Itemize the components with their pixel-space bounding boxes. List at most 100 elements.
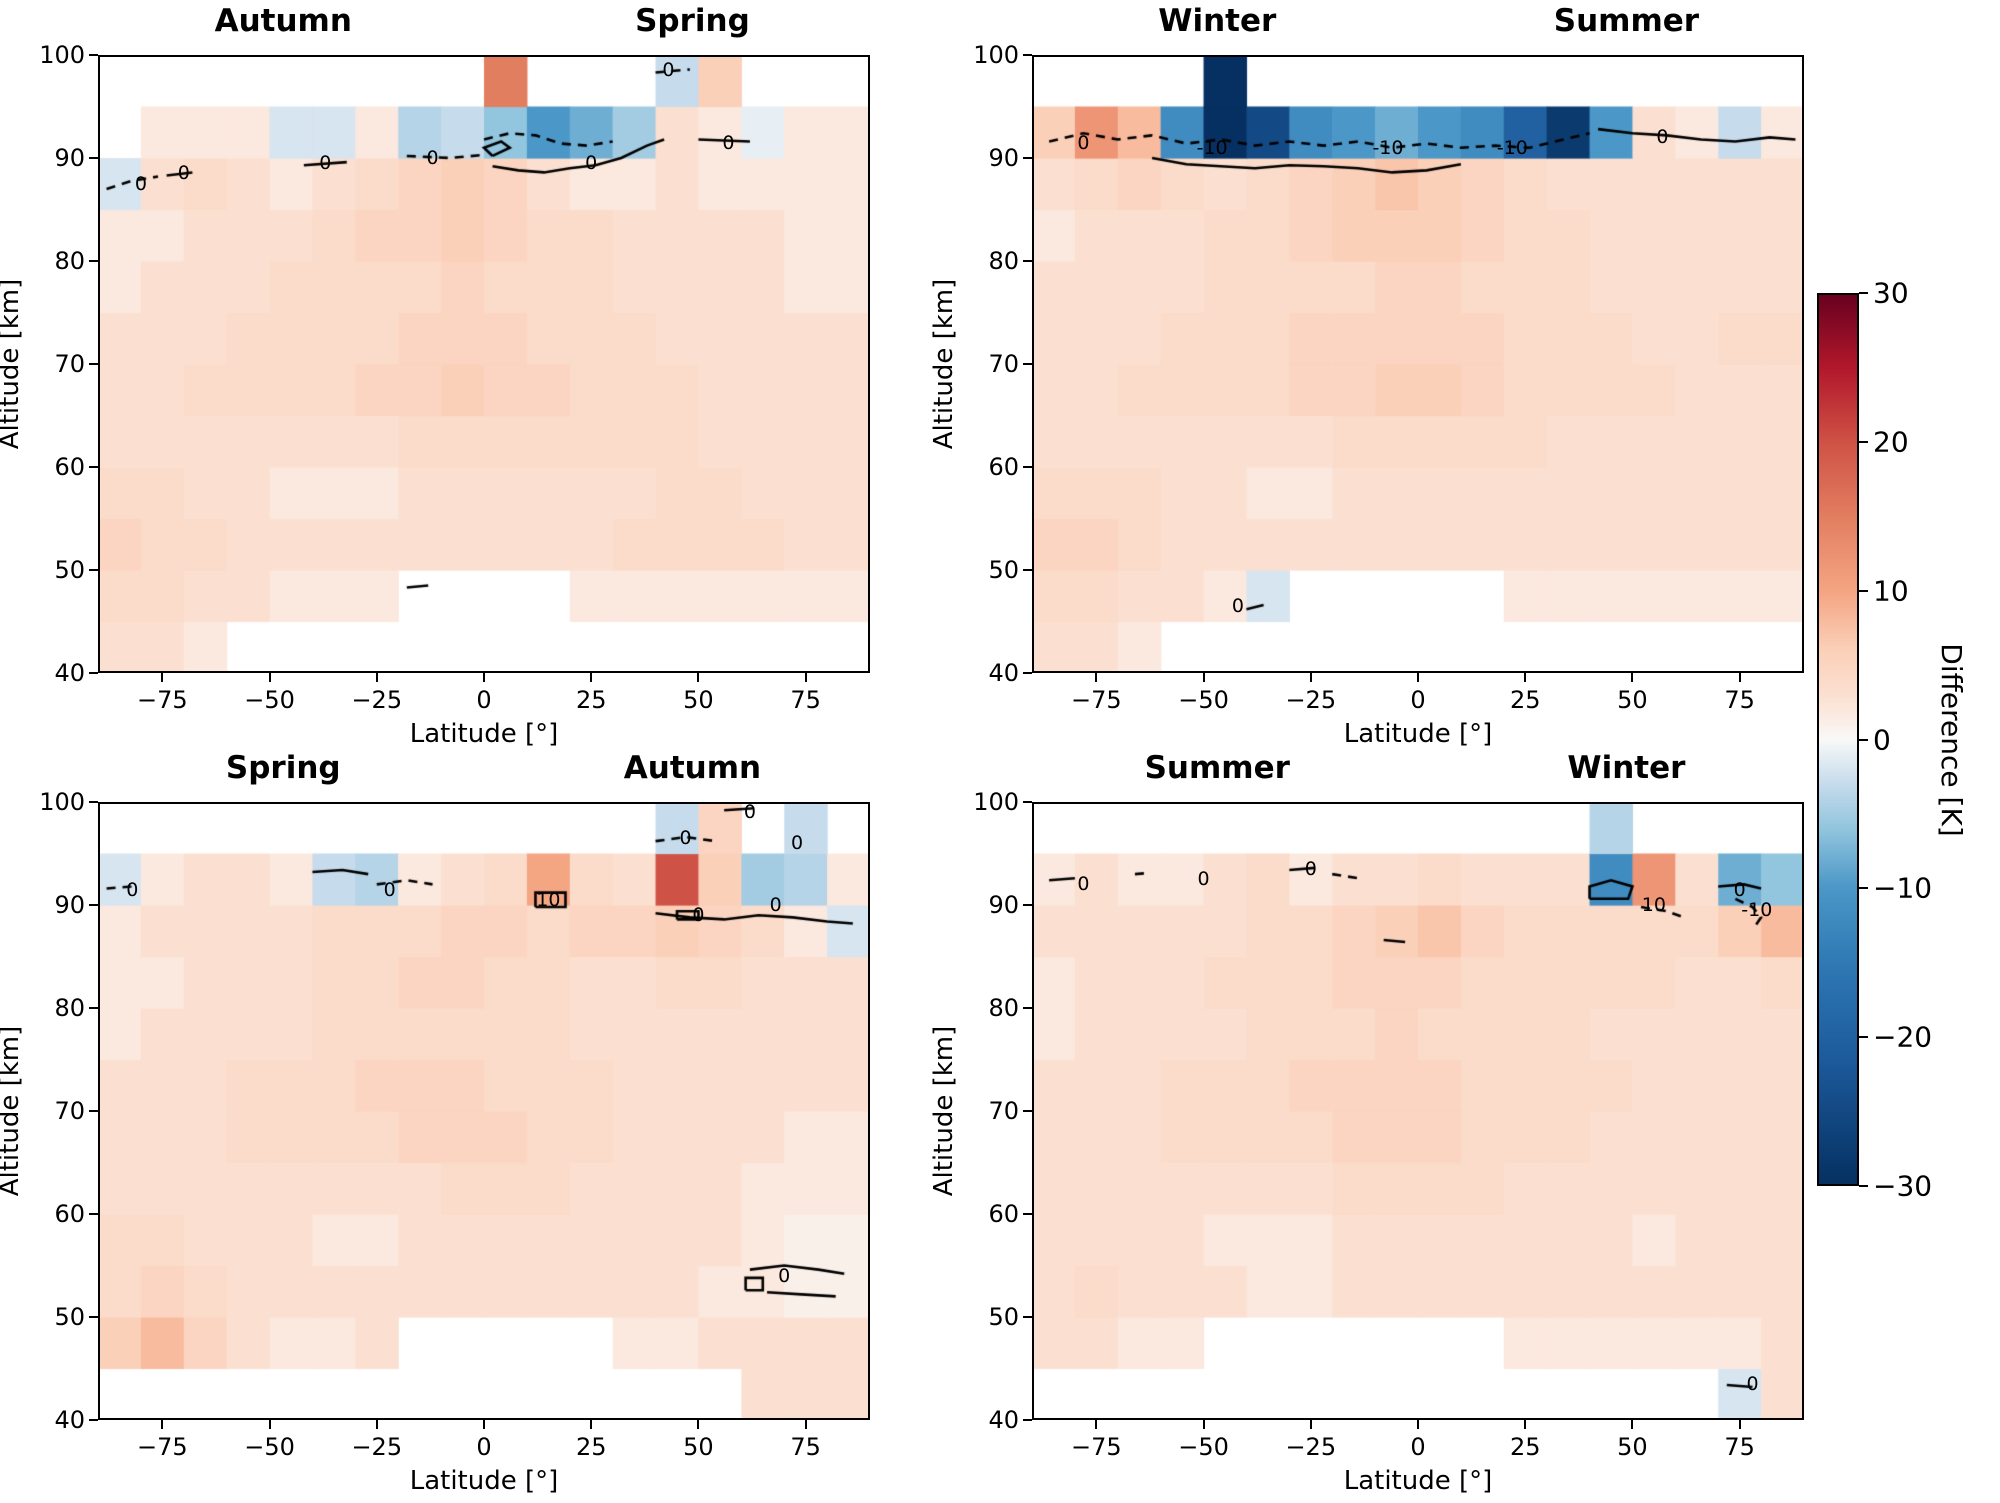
contour-label: -10 bbox=[1496, 136, 1528, 159]
panel-title-right: Winter bbox=[1567, 750, 1686, 786]
panel-title-right: Spring bbox=[635, 3, 750, 39]
x-tick-label: −25 bbox=[351, 1433, 403, 1461]
x-tick-mark bbox=[1524, 673, 1527, 682]
x-axis-label: Latitude [°] bbox=[409, 719, 559, 749]
contour-label: 0 bbox=[319, 152, 332, 175]
colorbar-tick-label: 0 bbox=[1873, 723, 1891, 756]
y-axis-label: Altitude [km] bbox=[0, 1025, 25, 1197]
contour-label: -10 bbox=[1372, 136, 1404, 159]
y-tick-label: 60 bbox=[54, 453, 85, 481]
y-tick-label: 90 bbox=[988, 144, 1019, 172]
y-tick-mark bbox=[89, 466, 98, 468]
x-tick-label: −50 bbox=[1178, 686, 1229, 714]
contour-label: 0 bbox=[1304, 857, 1317, 880]
y-tick-label: 100 bbox=[973, 41, 1019, 69]
contour-label: 0 bbox=[1746, 1372, 1759, 1395]
y-axis-label: Altitude [km] bbox=[0, 278, 25, 450]
x-tick-label: 0 bbox=[476, 1433, 492, 1461]
y-tick-label: 50 bbox=[54, 1303, 85, 1331]
contour-label: 0 bbox=[692, 904, 705, 927]
x-tick-mark bbox=[1202, 1420, 1205, 1429]
contour-label: 0 bbox=[722, 131, 735, 154]
x-tick-mark bbox=[1202, 673, 1205, 682]
y-tick-label: 80 bbox=[988, 994, 1019, 1022]
x-tick-label: −25 bbox=[351, 686, 403, 714]
panel-title-right: Autumn bbox=[623, 750, 762, 786]
y-tick-mark bbox=[89, 672, 98, 674]
y-tick-mark bbox=[1023, 466, 1032, 468]
y-tick-label: 50 bbox=[988, 1303, 1019, 1331]
heatmap-canvas bbox=[1032, 55, 1804, 673]
colorbar: Difference [K] 30 20 10 0 −10 −20 −30 bbox=[1817, 277, 1968, 1203]
x-tick-label: −75 bbox=[137, 1433, 188, 1461]
contour-label: -10 bbox=[1196, 136, 1228, 159]
x-tick-label: −25 bbox=[1285, 1433, 1337, 1461]
panel-title-left: Winter bbox=[1158, 3, 1277, 39]
contour-label: 0 bbox=[679, 827, 692, 850]
x-tick-label: −75 bbox=[137, 686, 188, 714]
contour-label: -10 bbox=[1741, 899, 1773, 922]
contour-label: 0 bbox=[177, 162, 190, 185]
y-tick-label: 100 bbox=[39, 41, 85, 69]
x-tick-mark bbox=[1309, 1420, 1312, 1429]
panel-title-right: Summer bbox=[1553, 3, 1700, 39]
contour-label: 0 bbox=[1733, 878, 1746, 901]
x-tick-label: 25 bbox=[575, 686, 607, 714]
y-tick-label: 100 bbox=[39, 788, 85, 816]
y-tick-mark bbox=[1023, 1213, 1032, 1215]
x-tick-label: 75 bbox=[1724, 686, 1755, 714]
contour-label: 0 bbox=[743, 801, 756, 824]
y-tick-label: 70 bbox=[54, 350, 85, 378]
y-tick-mark bbox=[1023, 1007, 1032, 1009]
x-tick-label: 75 bbox=[1724, 1433, 1755, 1461]
y-tick-label: 80 bbox=[54, 994, 85, 1022]
colorbar-tick-label: −30 bbox=[1873, 1169, 1933, 1203]
colorbar-tick-mark bbox=[1859, 1036, 1868, 1039]
y-tick-mark bbox=[89, 1007, 98, 1009]
colorbar-tick-label: 20 bbox=[1873, 425, 1909, 459]
colorbar-tick-mark bbox=[1859, 1185, 1868, 1187]
x-tick-label: 75 bbox=[790, 1433, 821, 1461]
x-tick-label: −75 bbox=[1071, 1433, 1122, 1461]
y-tick-mark bbox=[89, 54, 98, 56]
contour-label: 0 bbox=[1656, 126, 1669, 149]
colorbar-tick-label: −10 bbox=[1873, 871, 1933, 905]
x-tick-mark bbox=[268, 1420, 271, 1429]
x-tick-mark bbox=[375, 1420, 378, 1429]
colorbar-tick-mark bbox=[1859, 440, 1868, 443]
panel-top-right-winter-summer: Winter Summer Latitude [°] Altitude [km]… bbox=[929, 3, 1804, 749]
y-tick-mark bbox=[1023, 569, 1032, 571]
y-tick-label: 40 bbox=[54, 659, 85, 687]
y-tick-mark bbox=[1023, 904, 1032, 906]
contour-label: 0 bbox=[769, 894, 782, 916]
panel-title-left: Summer bbox=[1144, 750, 1290, 786]
contour-label: 0 bbox=[791, 832, 804, 855]
colorbar-gradient-canvas bbox=[1817, 293, 1859, 1186]
x-tick-label: −50 bbox=[244, 686, 295, 714]
y-tick-label: 50 bbox=[54, 556, 85, 584]
colorbar-tick-mark bbox=[1859, 887, 1868, 890]
y-tick-label: 40 bbox=[54, 1406, 85, 1434]
y-tick-label: 70 bbox=[54, 1097, 85, 1125]
panel-title-left: Spring bbox=[225, 750, 341, 786]
x-axis-label: Latitude [°] bbox=[409, 1466, 559, 1496]
x-tick-label: 25 bbox=[1509, 686, 1541, 714]
x-tick-mark bbox=[268, 673, 271, 682]
x-tick-mark bbox=[1631, 1420, 1634, 1429]
y-tick-label: 90 bbox=[54, 144, 85, 172]
y-tick-mark bbox=[89, 1110, 98, 1112]
y-tick-mark bbox=[89, 363, 98, 365]
x-tick-label: 0 bbox=[1410, 686, 1426, 714]
y-tick-label: 70 bbox=[988, 1097, 1019, 1125]
contour-label: 0 bbox=[426, 147, 439, 169]
contour-label: 0 bbox=[662, 59, 675, 82]
y-tick-mark bbox=[1023, 54, 1032, 56]
x-tick-label: 0 bbox=[476, 686, 492, 714]
y-tick-label: 60 bbox=[988, 1200, 1019, 1228]
x-tick-label: 50 bbox=[683, 1433, 714, 1461]
x-tick-label: 25 bbox=[575, 1433, 607, 1461]
x-tick-mark bbox=[1417, 1420, 1419, 1429]
y-tick-mark bbox=[89, 260, 98, 262]
y-tick-mark bbox=[89, 157, 98, 159]
